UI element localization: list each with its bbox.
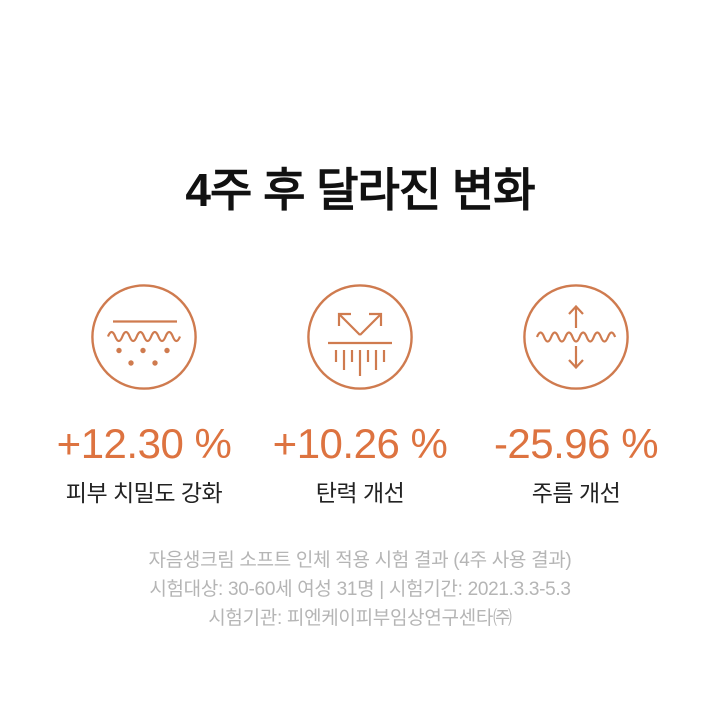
stat-value-skin-density: +12.30 % xyxy=(56,420,232,467)
stat-column-elasticity: +10.26 % 탄력 개선 xyxy=(260,284,460,506)
stat-label-wrinkle: 주름 개선 xyxy=(531,480,621,506)
footnote-test-result: 자음생크림 소프트 인체 적용 시험 결과 (4주 사용 결과) xyxy=(148,550,572,571)
stat-value-elasticity: +10.26 % xyxy=(272,420,448,467)
stat-column-wrinkle: -25.96 % 주름 개선 xyxy=(476,284,676,506)
footnote-test-institution: 시험기관: 피엔케이피부임상연구센타㈜ xyxy=(208,608,512,629)
wrinkle-icon xyxy=(523,284,629,390)
elasticity-icon xyxy=(307,284,413,390)
stats-row: +12.30 % 피부 치밀도 강화 xyxy=(0,284,720,506)
footnotes: 자음생크림 소프트 인체 적용 시험 결과 (4주 사용 결과) 시험대상: 3… xyxy=(0,546,720,633)
skin-density-icon xyxy=(91,284,197,390)
stat-label-elasticity: 탄력 개선 xyxy=(315,480,405,506)
stat-column-skin-density: +12.30 % 피부 치밀도 강화 xyxy=(44,284,244,506)
page-title: 4주 후 달라진 변화 xyxy=(185,164,535,216)
stat-value-wrinkle: -25.96 % xyxy=(493,420,659,467)
footnote-test-subjects: 시험대상: 30-60세 여성 31명 | 시험기간: 2021.3.3-5.3 xyxy=(149,579,571,600)
stat-label-skin-density: 피부 치밀도 강화 xyxy=(65,480,223,506)
